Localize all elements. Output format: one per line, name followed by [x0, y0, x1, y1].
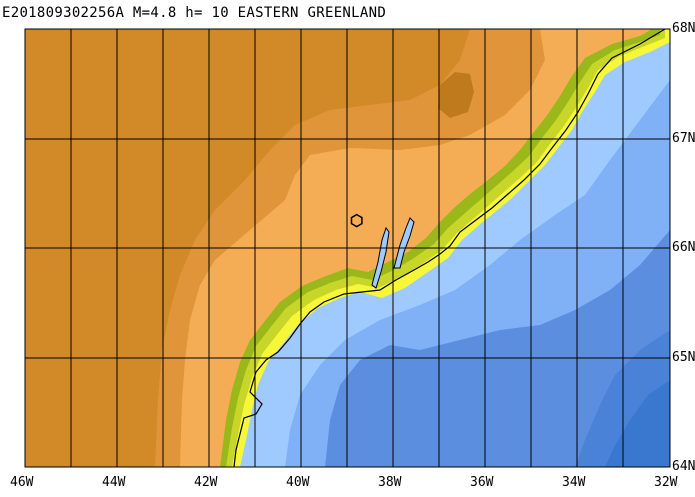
epicenter-hexagon-icon	[350, 213, 363, 228]
map-title: E201809302256A M=4.8 h= 10 EASTERN GREEN…	[2, 5, 387, 21]
lon-label-44w: 44W	[102, 475, 126, 490]
fjord-west	[371, 226, 390, 289]
lon-label-42w: 42W	[194, 475, 218, 490]
highland-peak	[438, 72, 474, 118]
lon-label-38w: 38W	[378, 475, 402, 490]
lat-label-67n: 67N	[672, 131, 695, 146]
lat-label-66n: 66N	[672, 240, 695, 255]
lon-label-32w: 32W	[654, 475, 678, 490]
lon-label-34w: 34W	[562, 475, 586, 490]
lon-label-46w: 46W	[10, 475, 34, 490]
map-frame	[24, 28, 671, 468]
ocean-deepest	[605, 380, 670, 467]
graticule	[25, 29, 670, 467]
lon-label-36w: 36W	[470, 475, 494, 490]
lon-label-40w: 40W	[286, 475, 310, 490]
lat-label-64n: 64N	[672, 459, 695, 474]
map-layers	[25, 29, 670, 467]
lat-label-68n: 68N	[672, 21, 695, 36]
fjord-east	[393, 217, 415, 269]
ocean-deep	[325, 230, 670, 467]
coastline	[233, 29, 666, 467]
lat-label-65n: 65N	[672, 350, 695, 365]
